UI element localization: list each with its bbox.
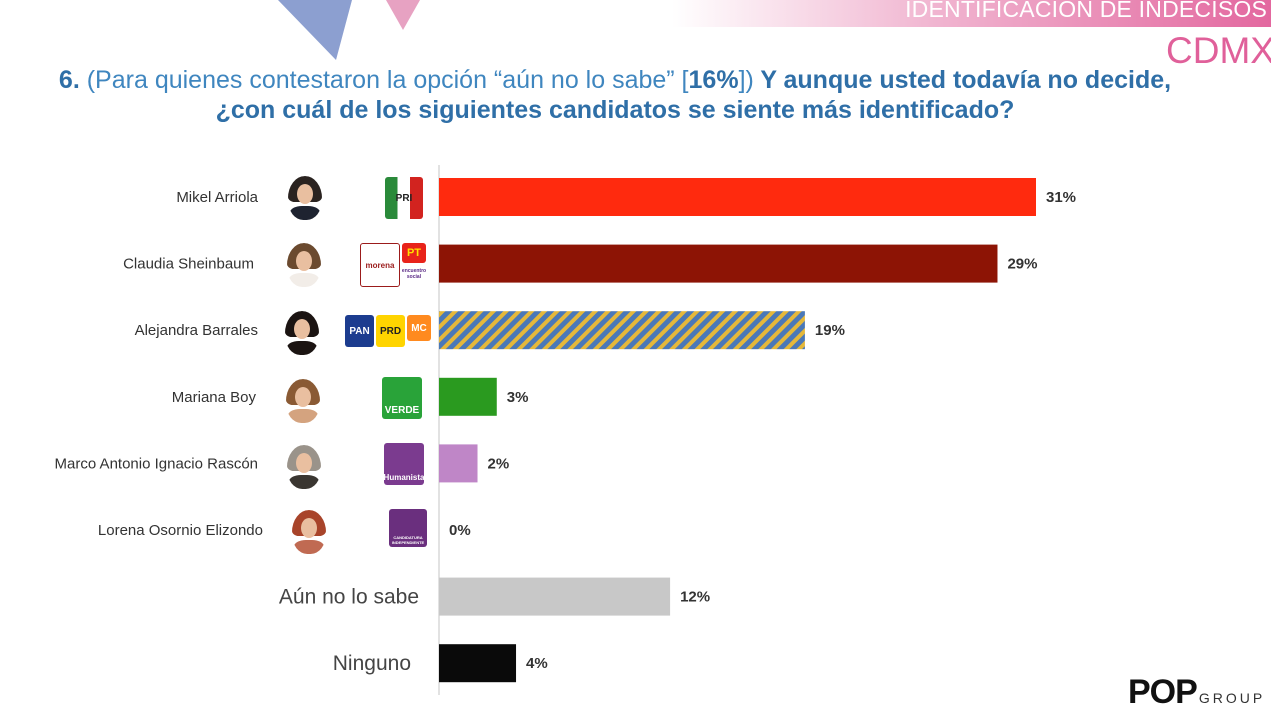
mc-logo: MC [407,315,431,341]
question-line1: Y aunque usted todavía no decide, [753,66,1172,94]
brand-logo-suffix: GROUP [1198,690,1266,706]
pink-triangle [386,0,420,30]
candidate-photo-mariana [286,379,320,423]
blue-triangle [278,0,352,60]
category-label-claudia-sheinbaum: Claudia Sheinbaum [123,256,254,273]
value-label-lorena-osornio-elizondo: 0% [449,522,471,539]
question-intro-b: ]) [738,66,754,94]
value-label-marco-antonio-ignacio-rascon: 2% [488,455,510,472]
value-label-mikel-arriola: 31% [1046,189,1076,206]
category-label-mikel-arriola: Mikel Arriola [176,189,258,206]
header-band: IDENTIFICACION DE INDECISOS [672,0,1271,27]
bar-ninguno [439,644,517,683]
question-title: 6. (Para quienes contestaron la opción “… [10,65,1220,125]
morena-logo: morena [360,243,400,287]
bar-marco-antonio-ignacio-rascon [439,444,478,483]
section-tag: IDENTIFICACION DE INDECISOS [905,0,1267,22]
prd-logo: PRD [376,315,405,347]
region-label: CDMX [1166,30,1271,71]
candidate-photo-alejandra [285,311,319,355]
question-intro-pct: 16% [688,66,739,94]
party-logo-morena-coalition: morena PT encuentro social [360,243,426,287]
brand-logo-word: POP [1128,673,1198,711]
candidate-photo-lorena [292,510,326,554]
pan-logo: PAN [345,315,374,347]
pt-logo: PT [402,243,426,263]
candidate-photo-claudia [287,243,321,287]
independiente-logo: CANDIDATURA INDEPENDIENTE [389,509,427,547]
bar-mikel-arriola [439,178,1036,216]
candidate-photo-marco [287,445,321,489]
value-label-mariana-boy: 3% [507,389,529,406]
verde-logo: VERDE [382,377,422,419]
category-label-alejandra-barrales: Alejandra Barrales [135,322,258,339]
value-label-claudia-sheinbaum: 29% [1007,256,1037,273]
category-label-mariana-boy: Mariana Boy [172,389,257,406]
bar-mariana-boy [439,377,497,416]
party-logo-pri: PRI [385,177,423,219]
bar-aun-no-lo-sabe [439,577,671,616]
humanista-logo: Humanista [384,443,424,485]
category-label-marco-antonio-ignacio-rascon: Marco Antonio Ignacio Rascón [55,455,258,472]
category-label-ninguno: Ninguno [333,652,411,675]
party-logo-independiente: CANDIDATURA INDEPENDIENTE [389,509,427,551]
value-label-aun-no-lo-sabe: 12% [680,589,710,606]
question-line2: ¿con cuál de los siguientes candidatos s… [215,96,1015,124]
brand-logo: POP GROUP [1128,673,1265,712]
pes-logo: encuentro social [402,264,426,284]
candidate-photo-mikel [288,176,322,220]
bar-claudia-sheinbaum [439,244,998,283]
party-logo-verde: VERDE [382,377,422,419]
question-intro-a: (Para quienes contestaron la opción “aún… [86,66,689,94]
party-logo-pan-coalition: PAN PRD MC [345,315,431,347]
category-label-aun-no-lo-sabe: Aún no lo sabe [279,586,419,609]
pri-logo: PRI [385,177,423,219]
value-label-ninguno: 4% [526,655,548,672]
bar-alejandra-barrales [439,311,805,350]
category-label-lorena-osornio-elizondo: Lorena Osornio Elizondo [98,522,263,539]
question-number: 6. [58,66,80,94]
value-label-alejandra-barrales: 19% [815,322,845,339]
party-logo-humanista: Humanista [384,443,424,485]
